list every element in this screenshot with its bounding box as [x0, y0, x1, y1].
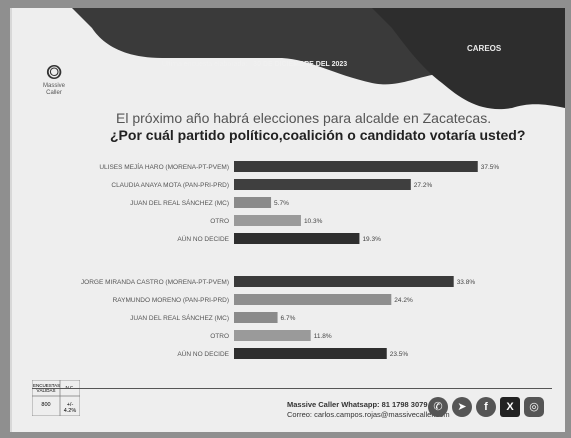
value-label: 11.8% [314, 333, 332, 340]
massive-caller-logo-icon: ⭗ [46, 62, 62, 84]
bar [234, 161, 478, 172]
category-label: ULISES MEJÍA HARO (MORENA-PT-PVEM) [99, 162, 229, 171]
category-label: CLAUDIA ANAYA MOTA (PAN-PRI-PRD) [111, 182, 229, 189]
bar [234, 330, 311, 341]
x-icon[interactable]: X [500, 397, 520, 417]
value-label: 10.3% [304, 218, 323, 225]
category-label: OTRO [210, 333, 229, 340]
footer-divider [32, 388, 552, 389]
margin-value: +/- 4.2% [63, 402, 77, 414]
category-label: AÚN NO DECIDE [177, 349, 229, 358]
bar [234, 179, 411, 190]
instagram-icon[interactable]: ◎ [524, 397, 544, 417]
question-intro: El próximo año habrá elecciones para alc… [116, 110, 492, 126]
survey-date: 30 DE DICIEMBRE DEL 2023 [253, 61, 348, 68]
value-label: 33.8% [457, 279, 476, 286]
section-title: CAREOS [467, 44, 502, 53]
category-label: JORGE MIRANDA CASTRO (MORENA-PT-PVEM) [81, 279, 229, 286]
sample-header: ENCUESTAS VÁLIDAS [33, 383, 61, 393]
sample-stats: ENCUESTAS VÁLIDAS N.C. 800 +/- 4.2% [32, 380, 80, 416]
social-icons: ✆ ➤ f X ◎ [428, 397, 544, 417]
bar-charts: ULISES MEJÍA HARO (MORENA-PT-PVEM) 37.5% C… [81, 161, 500, 359]
value-label: 23.5% [390, 351, 409, 358]
value-label: 5.7% [274, 200, 289, 207]
category-label: OTRO [210, 218, 229, 225]
value-label: 37.5% [481, 164, 500, 171]
brand-name-line2: Caller [46, 90, 62, 96]
bar [234, 312, 278, 323]
header-wave [72, 8, 565, 110]
category-label: JUAN DEL REAL SÁNCHEZ (MC) [130, 313, 229, 322]
contact-info: Massive Caller Whatsapp: 81 1798 3079 Co… [287, 400, 450, 420]
value-label: 19.3% [362, 236, 381, 243]
margin-header: N.C. [65, 385, 75, 390]
value-label: 24.2% [394, 297, 413, 304]
email-contact: Correo: carlos.campos.rojas@massivecalle… [287, 410, 450, 419]
survey-label: Última encuesta elaborada: [162, 61, 248, 68]
bar [234, 348, 387, 359]
category-label: RAYMUNDO MORENO (PAN-PRI-PRD) [113, 297, 229, 304]
category-label: JUAN DEL REAL SÁNCHEZ (MC) [130, 198, 229, 207]
category-label: AÚN NO DECIDE [177, 234, 229, 243]
bar [234, 215, 301, 226]
sample-value: 800 [41, 402, 51, 408]
survey-sheet: Última encuesta elaborada: 30 DE DICIEMB… [10, 8, 565, 432]
question-main: ¿Por cuál partido político,coalición o c… [110, 127, 526, 143]
value-label: 6.7% [281, 315, 296, 322]
bar [234, 197, 272, 208]
brand-name-line1: Massive [42, 83, 65, 89]
whatsapp-icon[interactable]: ✆ [428, 397, 448, 417]
bar [234, 233, 360, 244]
bar [234, 294, 392, 305]
value-label: 27.2% [414, 182, 433, 189]
telegram-icon[interactable]: ➤ [452, 397, 472, 417]
facebook-icon[interactable]: f [476, 397, 496, 417]
whatsapp-contact: Massive Caller Whatsapp: 81 1798 3079 [287, 400, 428, 409]
brand-logo: ⭗ Massive Caller [34, 63, 74, 97]
bar [234, 276, 454, 287]
